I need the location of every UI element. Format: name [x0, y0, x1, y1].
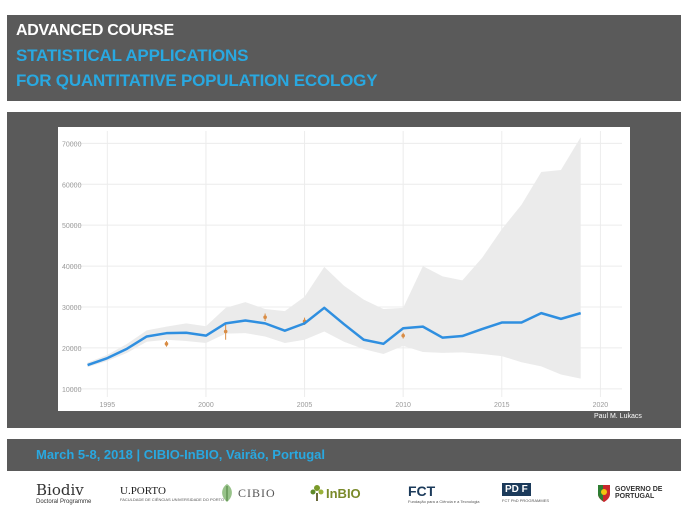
inbio-logo: InBIO [309, 475, 361, 511]
y-tick-label: 50000 [62, 223, 82, 230]
x-tick-label: 1995 [100, 402, 116, 409]
observation-point [223, 329, 228, 334]
biodiv-logo: Biodiv Doctoral Programme [36, 481, 92, 505]
y-tick-label: 70000 [62, 141, 82, 148]
population-estimate-line [87, 306, 582, 367]
observation-point [263, 315, 267, 320]
y-tick-label: 20000 [62, 346, 82, 353]
observation-point [164, 342, 169, 346]
cibio-leaf-icon [222, 484, 232, 502]
y-tick-label: 10000 [62, 387, 82, 394]
course-type-label: ADVANCED COURSE [16, 22, 174, 39]
y-tick-label: 60000 [62, 182, 82, 189]
sponsor-logos: Biodiv Doctoral Programme U.PORTO FACULD… [0, 475, 689, 515]
footer-bar: March 5-8, 2018 | CIBIO-InBIO, Vairão, P… [7, 439, 681, 471]
chart-panel: 10000 20000 30000 40000 50000 60000 70000 1995 2… [7, 112, 681, 428]
cibio-logo: CIBIO [218, 475, 276, 511]
course-header: ADVANCED COURSE STATISTICAL APPLICATIONS… [7, 15, 681, 101]
x-tick-label: 2015 [494, 402, 510, 409]
x-tick-label: 2005 [297, 402, 313, 409]
portugal-shield-icon [598, 485, 610, 502]
x-tick-label: 2010 [395, 402, 411, 409]
plot-area: 10000 20000 30000 40000 50000 60000 70000 1995 2… [58, 127, 630, 411]
fct-logo: FCT Fundação para a Ciência e a Tecnolog… [408, 482, 480, 504]
author-credit: Paul M. Lukacs [594, 413, 642, 420]
inbio-tree-icon [310, 485, 324, 501]
course-title-line2: FOR QUANTITATIVE POPULATION ECOLOGY [16, 71, 378, 90]
pdf-programmes-logo: PD F FCT PhD PROGRAMMES [502, 483, 550, 503]
uporto-logo: U.PORTO FACULDADE DE CIÊNCIAS UNIVERSIDA… [120, 484, 225, 502]
y-tick-label: 30000 [62, 305, 82, 312]
course-title-line1: STATISTICAL APPLICATIONS [16, 46, 249, 65]
x-tick-label: 2020 [593, 402, 609, 409]
y-tick-label: 40000 [62, 264, 82, 271]
x-tick-label: 2000 [198, 402, 214, 409]
governo-portugal-logo: GOVERNO DE PORTUGAL [596, 475, 662, 511]
event-date-location: March 5-8, 2018 | CIBIO-InBIO, Vairão, P… [36, 447, 325, 462]
population-chart: 10000 20000 30000 40000 50000 60000 70000 1995 2… [62, 131, 622, 409]
confidence-band [87, 137, 581, 379]
observation-point [401, 333, 405, 338]
